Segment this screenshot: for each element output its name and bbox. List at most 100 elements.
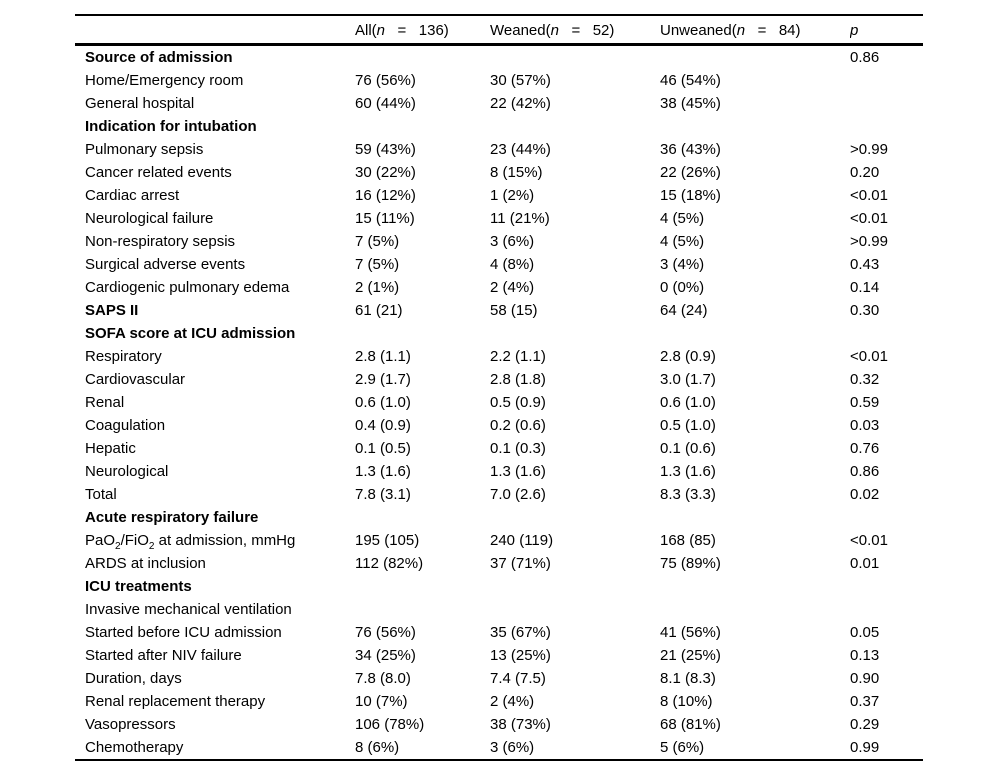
table-row: Chemotherapy 8 (6%) 3 (6%) 5 (6%) 0.99 xyxy=(75,736,923,759)
cell-all: 195 (105) xyxy=(355,532,420,549)
cell-p-value xyxy=(850,322,923,345)
row-label: Cardiac arrest xyxy=(85,187,180,204)
table-row: Total 7.8 (3.1) 7.0 (2.6) 8.3 (3.3) 0.02 xyxy=(75,483,923,506)
header-weaned-n-var: n xyxy=(550,22,559,39)
header-all-n-var: n xyxy=(376,22,386,39)
cell-p-value: >0.99 xyxy=(850,233,888,250)
label-text: /FiO xyxy=(120,532,149,549)
row-label: Total xyxy=(85,486,117,503)
row-label: Pulmonary sepsis xyxy=(85,141,204,158)
cell-weaned: 30 (57%) xyxy=(490,72,551,89)
cell-unweaned: 8 (10%) xyxy=(660,693,713,710)
row-label: SAPS II xyxy=(85,302,139,319)
cell-weaned: 2 (4%) xyxy=(490,693,535,710)
cell-unweaned: 0 (0%) xyxy=(660,279,705,296)
cell-weaned xyxy=(490,322,660,345)
row-label: PaO2/FiO2 at admission, mmHg xyxy=(75,529,355,552)
cell-all: 76 (56%) xyxy=(355,624,416,641)
row-label: Respiratory xyxy=(85,348,162,365)
cell-weaned: 240 (119) xyxy=(490,532,554,549)
cell-weaned: 3 (6%) xyxy=(490,233,535,250)
cell-all: 0.4 (0.9) xyxy=(355,417,411,434)
table-row: Indication for intubation xyxy=(75,115,923,138)
table-row: Coagulation 0.4 (0.9) 0.2 (0.6) 0.5 (1.0) 0.… xyxy=(75,414,923,437)
header-empty-cell xyxy=(75,16,355,43)
row-label: General hospital xyxy=(85,95,195,112)
cell-all: 15 (11%) xyxy=(355,210,415,227)
cell-unweaned: 64 (24) xyxy=(660,302,708,319)
row-label: Source of admission xyxy=(85,49,233,66)
row-label: Cardiogenic pulmonary edema xyxy=(85,279,290,296)
row-label: Coagulation xyxy=(85,417,166,434)
label-text: at admission, mmHg xyxy=(154,532,296,549)
table-row: Cardiogenic pulmonary edema 2 (1%) 2 (4%) 0… xyxy=(75,276,923,299)
table-row: Acute respiratory failure xyxy=(75,506,923,529)
cell-all: 34 (25%) xyxy=(355,647,416,664)
cell-all: 30 (22%) xyxy=(355,164,416,181)
table-row: ICU treatments xyxy=(75,575,923,598)
cell-weaned xyxy=(490,115,660,138)
cell-all: 2.9 (1.7) xyxy=(355,371,411,388)
cell-unweaned: 8.1 (8.3) xyxy=(660,670,716,687)
table-row: Neurological failure 15 (11%) 11 (21%) 4 (5… xyxy=(75,207,923,230)
cell-unweaned xyxy=(660,115,850,138)
table-row: Hepatic 0.1 (0.5) 0.1 (0.3) 0.1 (0.6) 0.76 xyxy=(75,437,923,460)
table-row: Cardiac arrest 16 (12%) 1 (2%) 15 (18%) <0.0… xyxy=(75,184,923,207)
cell-p-value xyxy=(850,575,923,598)
cell-unweaned: 0.1 (0.6) xyxy=(660,440,716,457)
cell-all: 106 (78%) xyxy=(355,716,425,733)
header-col-weaned: Weaned(n = 52) xyxy=(490,16,660,43)
cell-weaned: 22 (42%) xyxy=(490,95,551,112)
cell-unweaned: 5 (6%) xyxy=(660,739,705,756)
cell-weaned: 8 (15%) xyxy=(490,164,543,181)
table-row: Non-respiratory sepsis 7 (5%) 3 (6%) 4 (5%)… xyxy=(75,230,923,253)
cell-all: 60 (44%) xyxy=(355,95,416,112)
cell-unweaned: 3.0 (1.7) xyxy=(660,371,716,388)
cell-unweaned: 0.6 (1.0) xyxy=(660,394,716,411)
cell-p-value: 0.59 xyxy=(850,394,880,411)
cell-unweaned: 3 (4%) xyxy=(660,256,705,273)
clinical-characteristics-table: All(n = 136) Weaned(n = 52) Unweaned(n =… xyxy=(75,14,923,761)
cell-p-value: 0.86 xyxy=(850,49,880,66)
row-label: Chemotherapy xyxy=(85,739,184,756)
cell-unweaned: 15 (18%) xyxy=(660,187,721,204)
row-label: Vasopressors xyxy=(85,716,176,733)
cell-weaned: 0.1 (0.3) xyxy=(490,440,546,457)
header-all-prefix: All( xyxy=(355,22,377,39)
table-row: PaO2/FiO2 at admission, mmHg 195 (105) 240… xyxy=(75,529,923,552)
cell-all: 59 (43%) xyxy=(355,141,416,158)
cell-p-value: 0.90 xyxy=(850,670,880,687)
cell-unweaned: 21 (25%) xyxy=(660,647,721,664)
cell-unweaned: 0.5 (1.0) xyxy=(660,417,716,434)
label-subscript: 2 xyxy=(115,541,121,552)
cell-unweaned xyxy=(660,598,850,621)
cell-p-value: 0.30 xyxy=(850,302,880,319)
cell-p-value: 0.05 xyxy=(850,624,880,641)
cell-unweaned: 8.3 (3.3) xyxy=(660,486,716,503)
cell-p-value: 0.03 xyxy=(850,417,880,434)
cell-all xyxy=(355,575,490,598)
header-all-count: = 136) xyxy=(385,22,449,39)
cell-all: 7.8 (3.1) xyxy=(355,486,411,503)
cell-p-value: 0.99 xyxy=(850,739,880,756)
header-unweaned-prefix: Unweaned( xyxy=(660,22,737,39)
cell-weaned: 2 (4%) xyxy=(490,279,535,296)
cell-all xyxy=(355,322,490,345)
row-label: Renal xyxy=(85,394,125,411)
cell-all xyxy=(355,46,490,69)
cell-all xyxy=(355,115,490,138)
cell-weaned: 0.2 (0.6) xyxy=(490,417,546,434)
cell-weaned xyxy=(490,506,660,529)
header-weaned-count: = 52) xyxy=(558,22,615,39)
row-label: Indication for intubation xyxy=(85,118,257,135)
cell-weaned xyxy=(490,598,660,621)
cell-p-value: 0.02 xyxy=(850,486,880,503)
cell-p-value xyxy=(850,115,923,138)
cell-unweaned: 4 (5%) xyxy=(660,233,705,250)
row-label: Invasive mechanical ventilation xyxy=(85,601,292,618)
cell-weaned: 35 (67%) xyxy=(490,624,551,641)
cell-unweaned: 1.3 (1.6) xyxy=(660,463,716,480)
cell-unweaned xyxy=(660,322,850,345)
table-row: Invasive mechanical ventilation xyxy=(75,598,923,621)
cell-weaned: 58 (15) xyxy=(490,302,538,319)
